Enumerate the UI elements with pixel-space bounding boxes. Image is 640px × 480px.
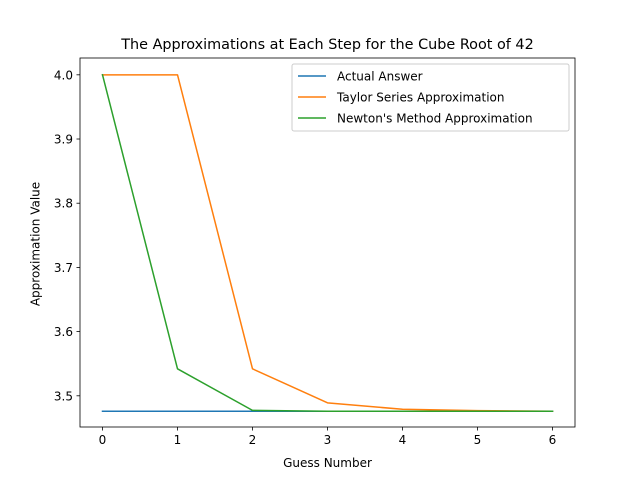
- y-tick-label: 3.6: [54, 325, 73, 339]
- y-tick-label: 3.7: [54, 261, 73, 275]
- x-tick-label: 4: [399, 433, 407, 447]
- x-tick-label: 3: [324, 433, 332, 447]
- x-tick-label: 1: [174, 433, 182, 447]
- y-tick-label: 3.8: [54, 197, 73, 211]
- y-tick-label: 4.0: [54, 68, 73, 82]
- legend: Actual Answer Taylor Series Approximation…: [291, 63, 570, 132]
- legend-box: [291, 63, 570, 132]
- x-axis-label: Guess Number: [283, 456, 372, 470]
- legend-label-0: Actual Answer: [337, 70, 423, 84]
- x-tick-label: 5: [474, 433, 482, 447]
- y-tick-label: 3.9: [54, 133, 73, 147]
- series-line-2: [101, 73, 554, 412]
- chart-title: The Approximations at Each Step for the …: [120, 37, 534, 53]
- x-tick-label: 6: [549, 433, 557, 447]
- legend-label-1: Taylor Series Approximation: [336, 91, 505, 105]
- y-axis-label: Approximation Value: [29, 182, 43, 306]
- y-tick-label: 3.5: [54, 389, 73, 403]
- x-tick-label: 0: [99, 433, 107, 447]
- x-tick-label: 2: [249, 433, 257, 447]
- plot-area: 0 1 2 3 4 5 6 3.5 3.6 3.7 3.8 3.9 4.0: [54, 57, 576, 447]
- legend-label-2: Newton's Method Approximation: [337, 112, 533, 126]
